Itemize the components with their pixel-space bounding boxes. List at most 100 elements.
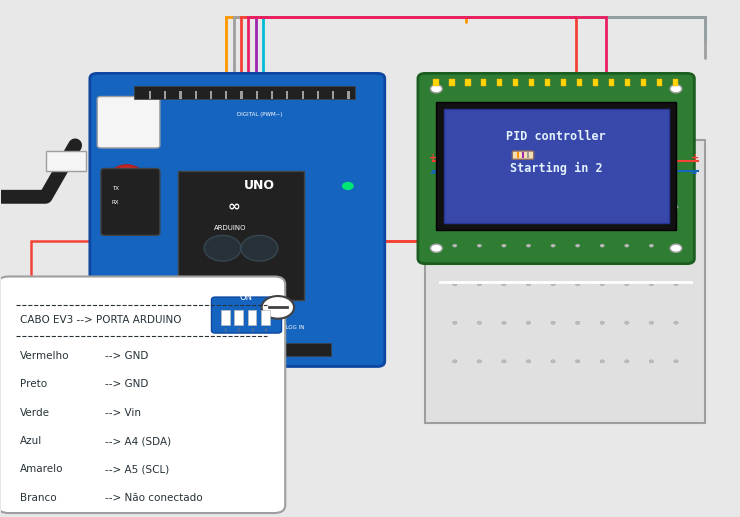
Bar <box>425 140 705 423</box>
FancyBboxPatch shape <box>512 151 534 159</box>
Circle shape <box>625 206 629 209</box>
Text: 3: 3 <box>250 328 254 333</box>
Text: --> A4 (SDA): --> A4 (SDA) <box>104 436 171 446</box>
Text: --> Não conectado: --> Não conectado <box>104 493 202 503</box>
Circle shape <box>551 321 555 324</box>
Circle shape <box>551 283 555 286</box>
Circle shape <box>551 206 555 209</box>
Bar <box>164 92 166 99</box>
Circle shape <box>625 283 629 286</box>
Text: --> GND: --> GND <box>104 351 148 361</box>
Circle shape <box>502 283 506 286</box>
Text: UNO: UNO <box>244 179 275 192</box>
Text: 1: 1 <box>223 328 227 333</box>
Circle shape <box>673 206 678 209</box>
Bar <box>545 79 551 86</box>
Bar <box>561 79 566 86</box>
Bar <box>195 92 197 99</box>
Bar <box>347 92 349 99</box>
Circle shape <box>600 244 605 247</box>
Circle shape <box>477 283 482 286</box>
Bar <box>256 92 258 99</box>
Text: --> GND: --> GND <box>104 379 148 389</box>
Circle shape <box>625 360 629 363</box>
Circle shape <box>649 321 653 324</box>
Circle shape <box>110 165 143 188</box>
Text: +: + <box>429 153 437 163</box>
Circle shape <box>241 235 278 261</box>
Circle shape <box>453 206 457 209</box>
Bar <box>529 79 534 86</box>
Bar <box>577 79 582 86</box>
Circle shape <box>502 360 506 363</box>
Circle shape <box>670 85 682 93</box>
Circle shape <box>342 182 354 190</box>
FancyBboxPatch shape <box>101 169 160 235</box>
Bar <box>527 152 529 158</box>
Bar <box>221 310 230 325</box>
Bar <box>286 92 289 99</box>
Circle shape <box>649 206 653 209</box>
Circle shape <box>204 235 241 261</box>
Circle shape <box>625 244 629 247</box>
Bar <box>673 79 678 86</box>
Text: ANALOG IN: ANALOG IN <box>274 325 304 330</box>
Circle shape <box>526 206 531 209</box>
Circle shape <box>649 244 653 247</box>
Text: TX: TX <box>112 186 119 191</box>
Circle shape <box>453 283 457 286</box>
Text: ∞: ∞ <box>227 199 240 214</box>
Text: –: – <box>429 167 435 180</box>
Circle shape <box>453 360 457 363</box>
Bar <box>179 92 181 99</box>
Circle shape <box>431 244 443 252</box>
Circle shape <box>502 321 506 324</box>
Circle shape <box>576 360 580 363</box>
Text: Branco: Branco <box>20 493 56 503</box>
Bar <box>625 79 630 86</box>
Text: –: – <box>690 167 697 180</box>
Text: +: + <box>690 153 699 163</box>
Circle shape <box>551 360 555 363</box>
Circle shape <box>453 244 457 247</box>
Bar <box>444 110 668 222</box>
Circle shape <box>262 296 294 318</box>
Circle shape <box>526 321 531 324</box>
Bar <box>465 79 471 86</box>
Circle shape <box>673 244 678 247</box>
Text: Vermelho: Vermelho <box>20 351 70 361</box>
FancyBboxPatch shape <box>90 73 385 367</box>
Bar <box>317 92 319 99</box>
Circle shape <box>477 206 482 209</box>
Circle shape <box>502 206 506 209</box>
Bar <box>522 152 524 158</box>
Circle shape <box>600 360 605 363</box>
Text: RX: RX <box>112 201 119 205</box>
FancyBboxPatch shape <box>212 297 281 333</box>
Bar <box>437 102 676 230</box>
Bar <box>134 86 355 99</box>
Bar <box>301 92 303 99</box>
Text: DIGITAL (PWM~): DIGITAL (PWM~) <box>237 112 282 117</box>
Circle shape <box>477 244 482 247</box>
Text: Azul: Azul <box>20 436 42 446</box>
Bar <box>225 92 227 99</box>
Circle shape <box>576 283 580 286</box>
Text: PID controller: PID controller <box>506 130 606 143</box>
Bar <box>210 92 212 99</box>
Text: Amarelo: Amarelo <box>20 464 64 474</box>
Circle shape <box>670 244 682 252</box>
Circle shape <box>526 360 531 363</box>
Text: CABO EV3 --> PORTA ARDUINO: CABO EV3 --> PORTA ARDUINO <box>20 315 181 325</box>
Bar <box>514 79 519 86</box>
Circle shape <box>453 321 457 324</box>
Circle shape <box>649 283 653 286</box>
Bar <box>449 79 454 86</box>
Text: Starting in 2: Starting in 2 <box>510 162 602 175</box>
Bar <box>517 152 519 158</box>
Text: Preto: Preto <box>20 379 47 389</box>
Bar <box>178 171 303 300</box>
Circle shape <box>551 244 555 247</box>
Circle shape <box>477 321 482 324</box>
Bar <box>497 79 502 86</box>
